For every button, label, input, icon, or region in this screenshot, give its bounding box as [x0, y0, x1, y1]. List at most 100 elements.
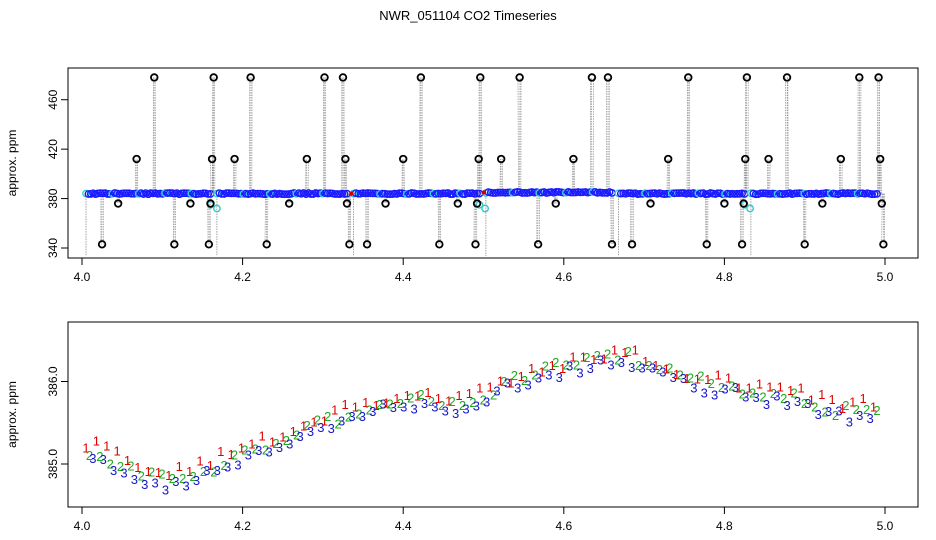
series-1-marker: 1 [155, 465, 162, 480]
series-1-marker: 1 [642, 354, 649, 369]
series-2-marker: 2 [397, 396, 404, 411]
series-1-marker: 1 [134, 460, 141, 475]
baseline-point [503, 188, 512, 197]
outlier-point [818, 199, 827, 208]
series-1-marker: 1 [455, 388, 462, 403]
series-3-marker: 3 [265, 444, 272, 459]
series-1-marker: 1 [321, 414, 328, 429]
series-2-marker: 2 [148, 464, 155, 479]
series-2-marker: 2 [366, 402, 373, 417]
series-3-marker: 3 [379, 396, 386, 411]
series-1-marker: 1 [103, 439, 110, 454]
series-3-marker: 3 [110, 463, 117, 478]
series-3-marker: 3 [203, 463, 210, 478]
outlier-point [646, 199, 655, 208]
series-2-marker: 2 [521, 373, 528, 388]
outlier-point [150, 73, 159, 82]
series-1-marker: 1 [259, 429, 266, 444]
outlier-point [551, 199, 560, 208]
series-2-marker: 2 [179, 471, 186, 486]
series-1-marker: 1 [186, 464, 193, 479]
outlier-point [587, 73, 597, 82]
series-2-marker: 2 [562, 358, 569, 373]
series-1-marker: 1 [860, 391, 867, 406]
series-3-marker: 3 [369, 404, 376, 419]
series-3-marker: 3 [784, 398, 791, 413]
baseline-point [489, 189, 498, 197]
outlier-point [284, 199, 294, 208]
plot-frame [67, 67, 919, 259]
series-2-marker: 2 [252, 441, 259, 456]
outlier-point [342, 199, 352, 208]
series-3-marker: 3 [183, 479, 190, 494]
series-1-marker: 1 [549, 358, 556, 373]
series-2-marker: 2 [594, 348, 601, 363]
baseline-point [465, 189, 474, 198]
series-2-marker: 2 [117, 459, 124, 474]
series-3-marker: 3 [245, 448, 252, 463]
series-3-marker: 3 [307, 424, 314, 439]
series-3-marker: 3 [804, 396, 811, 411]
series-1-marker: 1 [538, 365, 545, 380]
series-2-marker: 2 [438, 398, 445, 413]
y-tick-label: 460 [46, 89, 60, 109]
series-2-marker: 2 [386, 396, 393, 411]
series-2-marker: 2 [449, 394, 456, 409]
series-2-marker: 2 [417, 387, 424, 402]
series-2-marker: 2 [490, 388, 497, 403]
baseline-point [163, 189, 172, 198]
series-2-marker: 2 [770, 386, 777, 401]
series-2-marker: 2 [303, 418, 310, 433]
outlier-point [877, 199, 886, 208]
series-1-marker: 1 [673, 367, 680, 382]
outlier-point [836, 154, 846, 164]
series-2-marker: 2 [221, 458, 228, 473]
baseline-point [675, 189, 683, 198]
series-2-marker: 2 [283, 433, 290, 448]
series-3-marker: 3 [100, 452, 107, 467]
baseline-point [600, 188, 609, 197]
series-3-marker: 3 [690, 381, 697, 396]
series-3-marker: 3 [141, 477, 148, 492]
series-2-marker: 2 [96, 449, 103, 464]
outlier-point [855, 73, 864, 82]
baseline-point [331, 190, 339, 198]
series-2-marker: 2 [542, 358, 549, 373]
series-3-marker: 3 [348, 409, 355, 424]
series-1-marker: 1 [269, 435, 276, 450]
baseline-point [263, 189, 272, 198]
series-3-marker: 3 [483, 394, 490, 409]
series-2-marker: 2 [790, 386, 797, 401]
y-tick-label: 385.0 [46, 449, 60, 479]
baseline-point [368, 189, 377, 198]
series-3-marker: 3 [255, 443, 262, 458]
series-2-marker: 2 [127, 458, 134, 473]
outlier-point [879, 240, 888, 249]
series-3-marker: 3 [597, 353, 604, 368]
series-3-marker: 3 [338, 413, 345, 428]
outlier-point [204, 240, 214, 249]
series-1-marker: 1 [300, 418, 307, 433]
series-3-marker: 3 [317, 420, 324, 435]
baseline-point [253, 189, 262, 198]
series-1-marker: 1 [217, 444, 224, 459]
outlier-point [345, 240, 354, 249]
baseline-point [378, 189, 387, 198]
y-tick-label: 380 [46, 188, 60, 208]
series-2-marker: 2 [822, 405, 829, 420]
series-2-marker: 2 [407, 390, 414, 405]
baseline-point [453, 189, 462, 198]
series-3-marker: 3 [514, 381, 521, 396]
series-2-marker: 2 [573, 358, 580, 373]
x-tick-label: 5.0 [877, 270, 894, 284]
series-2-marker: 2 [272, 436, 279, 451]
series-3-marker: 3 [711, 387, 718, 402]
series-1-marker: 1 [714, 368, 721, 383]
series-1-marker: 1 [93, 434, 100, 449]
series-1-marker: 1 [352, 399, 359, 414]
baseline-point [204, 190, 212, 198]
series-3-marker: 3 [172, 474, 179, 489]
series-1-marker: 1 [310, 415, 317, 430]
series-3-marker: 3 [297, 429, 304, 444]
outlier-point [209, 73, 218, 82]
